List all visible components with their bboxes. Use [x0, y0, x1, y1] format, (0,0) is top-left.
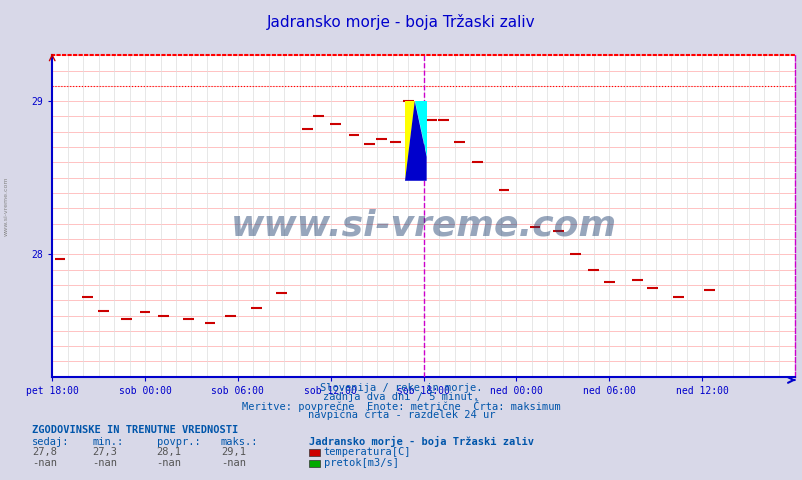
Text: 28,1: 28,1 [156, 447, 181, 457]
Text: zadnja dva dni / 5 minut.: zadnja dva dni / 5 minut. [323, 392, 479, 402]
Text: min.:: min.: [92, 437, 124, 446]
Text: temperatura[C]: temperatura[C] [323, 447, 411, 457]
Text: povpr.:: povpr.: [156, 437, 200, 446]
Text: www.si-vreme.com: www.si-vreme.com [230, 209, 616, 243]
Text: 27,3: 27,3 [92, 447, 117, 457]
Text: pretok[m3/s]: pretok[m3/s] [323, 458, 398, 468]
Text: -nan: -nan [92, 458, 117, 468]
Text: 29,1: 29,1 [221, 447, 245, 457]
Text: 27,8: 27,8 [32, 447, 57, 457]
Text: ZGODOVINSKE IN TRENUTNE VREDNOSTI: ZGODOVINSKE IN TRENUTNE VREDNOSTI [32, 425, 238, 434]
Text: maks.:: maks.: [221, 437, 258, 446]
Text: -nan: -nan [156, 458, 181, 468]
Text: www.si-vreme.com: www.si-vreme.com [4, 177, 9, 236]
Text: -nan: -nan [221, 458, 245, 468]
Polygon shape [404, 101, 415, 181]
Text: Meritve: povprečne  Enote: metrične  Črta: maksimum: Meritve: povprečne Enote: metrične Črta:… [242, 400, 560, 412]
Text: navpična črta - razdelek 24 ur: navpična črta - razdelek 24 ur [307, 410, 495, 420]
Text: Jadransko morje - boja Tržaski zaliv: Jadransko morje - boja Tržaski zaliv [309, 436, 533, 447]
Text: -nan: -nan [32, 458, 57, 468]
Text: sedaj:: sedaj: [32, 437, 70, 446]
Polygon shape [404, 101, 426, 181]
Polygon shape [415, 101, 426, 157]
Text: Jadransko morje - boja Tržaski zaliv: Jadransko morje - boja Tržaski zaliv [267, 13, 535, 30]
Text: Slovenija / reke in morje.: Slovenija / reke in morje. [320, 383, 482, 393]
